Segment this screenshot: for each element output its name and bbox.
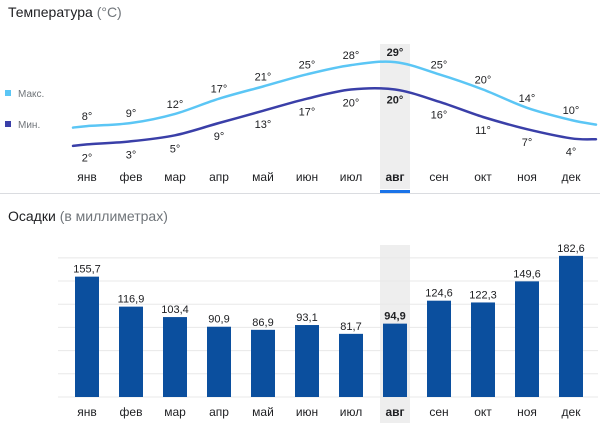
precip-month-label: май: [252, 405, 274, 419]
max-temperature-line: [71, 60, 598, 129]
min-temperature-line: [71, 86, 598, 148]
precip-month-label: янв: [77, 405, 97, 419]
precip-value-label: 122,3: [469, 289, 497, 301]
precip-month-label: июн: [296, 405, 318, 419]
precip-value-label: 103,4: [161, 304, 189, 316]
precip-month-label: фев: [120, 405, 143, 419]
temperature-month-label: сен: [429, 170, 448, 184]
max-temp-label: 14°: [519, 93, 536, 105]
max-temp-label: 10°: [563, 105, 580, 117]
precip-bar: [295, 325, 319, 397]
precip-value-label: 182,6: [557, 243, 585, 255]
min-temp-label: 13°: [255, 119, 272, 131]
legend-min-swatch: [5, 121, 11, 127]
precip-value-label: 93,1: [296, 312, 317, 324]
max-temp-label: 28°: [343, 50, 360, 62]
precip-value-label: 81,7: [340, 321, 361, 333]
min-temp-label: 9°: [214, 131, 225, 143]
max-temp-label: 9°: [126, 108, 137, 120]
precip-month-label: авг: [385, 405, 404, 419]
precip-bar: [163, 317, 187, 397]
min-temp-label: 20°: [387, 95, 404, 107]
min-temp-label: 3°: [126, 149, 137, 161]
precipitation-title: Осадки (в миллиметрах): [8, 208, 168, 224]
temperature-month-label: апр: [209, 170, 229, 184]
precip-value-label: 86,9: [252, 317, 273, 329]
precip-bar: [383, 323, 407, 397]
max-temp-label: 17°: [211, 84, 228, 96]
precip-bar: [339, 333, 363, 397]
precip-value-label: 149,6: [513, 268, 541, 280]
max-temp-label: 25°: [299, 59, 316, 71]
temperature-month-label: дек: [562, 170, 582, 184]
precip-value-label: 94,9: [384, 311, 405, 323]
section-divider: [0, 193, 600, 194]
precip-month-label: июл: [340, 405, 362, 419]
precip-month-label: окт: [474, 405, 492, 419]
temperature-month-label: ноя: [517, 170, 537, 184]
temperature-unit: (°C): [96, 4, 122, 20]
min-temp-label: 4°: [566, 146, 577, 158]
precipitation-title-text: Осадки: [8, 208, 56, 224]
temperature-month-label: окт: [474, 170, 492, 184]
precip-bar: [207, 326, 231, 397]
precip-bar: [559, 255, 583, 397]
precip-value-label: 124,6: [425, 288, 453, 300]
precip-bar: [75, 276, 99, 397]
max-temp-label: 21°: [255, 71, 272, 83]
temperature-month-label: авг: [385, 170, 404, 184]
legend-max-label: Макс.: [18, 89, 44, 100]
temperature-month-label: фев: [120, 170, 143, 184]
min-temp-label: 5°: [170, 143, 181, 155]
temperature-month-label: июн: [296, 170, 318, 184]
max-temp-label: 29°: [387, 47, 404, 59]
precip-month-label: ноя: [517, 405, 537, 419]
max-temp-label: 20°: [475, 75, 492, 87]
min-temp-label: 17°: [299, 107, 316, 119]
min-temp-label: 20°: [343, 98, 360, 110]
precip-bar: [427, 300, 451, 397]
precip-month-label: дек: [562, 405, 582, 419]
legend-max-swatch: [5, 90, 11, 96]
precip-bar: [119, 306, 143, 397]
precip-value-label: 116,9: [118, 294, 145, 306]
precip-bar: [471, 302, 495, 397]
min-temp-label: 11°: [475, 125, 491, 137]
precip-bar: [251, 329, 275, 397]
precipitation-unit: (в миллиметрах): [59, 208, 168, 224]
selected-month-band: [380, 44, 410, 189]
temperature-month-label: май: [252, 170, 274, 184]
temperature-month-label: янв: [77, 170, 97, 184]
temperature-month-label: мар: [164, 170, 186, 184]
precip-bar: [515, 281, 539, 397]
min-temp-label: 16°: [431, 110, 448, 122]
min-temp-label: 2°: [82, 152, 93, 164]
precip-month-label: мар: [164, 405, 186, 419]
min-temp-label: 7°: [522, 137, 533, 149]
max-temp-label: 8°: [82, 111, 93, 123]
precip-value-label: 155,7: [73, 264, 101, 276]
temperature-title: Температура (°C): [8, 4, 122, 20]
temperature-chart: Макс. Мин. 8° 9° 12° 17° 21° 25° 28° 29° 25° 20° 14°…: [5, 44, 598, 193]
temperature-title-text: Температура: [8, 4, 93, 20]
temperature-month-label: июл: [340, 170, 362, 184]
selected-month-underline: [380, 190, 410, 193]
precip-month-label: сен: [429, 405, 448, 419]
max-temp-label: 12°: [167, 99, 184, 111]
precipitation-chart: 155,7 116,9 103,4 90,9 86,9 93,1 81,7 94,9 124,6…: [58, 243, 598, 423]
max-temp-label: 25°: [431, 59, 448, 71]
precip-value-label: 90,9: [208, 314, 229, 326]
legend-min-label: Мин.: [18, 120, 40, 131]
precip-month-label: апр: [209, 405, 229, 419]
